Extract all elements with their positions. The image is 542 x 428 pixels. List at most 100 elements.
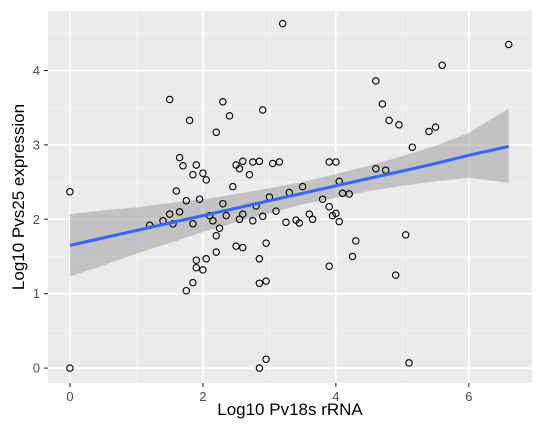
x-axis-ticks	[69, 383, 470, 387]
data-point	[235, 215, 244, 224]
x-axis-tick-labels: 0 2 4 6	[66, 389, 472, 404]
data-point	[239, 157, 247, 166]
data-point	[385, 116, 393, 125]
x-tick-label: 2	[199, 389, 206, 404]
data-point	[239, 210, 247, 218]
data-point	[179, 162, 187, 170]
data-point	[212, 128, 220, 137]
data-point	[189, 170, 197, 179]
data-point	[328, 211, 337, 220]
data-point	[431, 123, 440, 131]
data-point	[295, 219, 304, 227]
regression-line	[69, 144, 510, 247]
data-point	[255, 364, 264, 372]
data-point	[199, 266, 207, 274]
data-point	[212, 248, 220, 256]
data-point	[332, 158, 340, 166]
data-point	[189, 220, 197, 228]
data-point	[255, 255, 264, 263]
data-point	[249, 217, 257, 225]
data-points	[66, 19, 513, 372]
x-tick-label: 6	[465, 389, 472, 404]
data-point	[182, 196, 191, 205]
y-tick-label: 1	[33, 286, 40, 301]
data-point	[318, 195, 327, 203]
data-point	[325, 202, 333, 211]
data-point	[305, 210, 314, 218]
data-point	[202, 176, 210, 184]
confidence-band	[69, 108, 509, 277]
data-point	[165, 210, 174, 218]
data-point	[258, 212, 267, 221]
data-point	[245, 170, 254, 179]
data-point	[391, 271, 400, 279]
data-point	[278, 19, 287, 28]
data-point	[262, 277, 270, 285]
y-axis-ticks	[44, 69, 48, 369]
data-point	[345, 190, 353, 198]
x-tick-label: 4	[332, 389, 339, 404]
data-point	[405, 359, 413, 367]
data-point	[282, 218, 290, 227]
data-point	[378, 100, 387, 108]
data-point	[408, 143, 417, 151]
data-point	[175, 208, 184, 216]
data-point	[352, 237, 360, 245]
data-point	[262, 239, 270, 247]
data-point	[438, 61, 446, 70]
data-point	[425, 127, 433, 136]
data-point	[325, 262, 333, 270]
data-point	[232, 242, 240, 250]
y-axis-tick-labels: 0 1 2 3 4	[33, 63, 40, 376]
data-point	[66, 188, 74, 196]
data-point	[262, 355, 270, 363]
y-tick-label: 0	[33, 361, 40, 376]
data-point	[212, 231, 220, 240]
data-point	[229, 182, 237, 191]
data-point	[255, 279, 264, 288]
data-point	[66, 364, 74, 372]
data-point	[372, 77, 380, 85]
data-point	[219, 199, 227, 208]
data-point	[395, 121, 403, 129]
data-point	[335, 217, 343, 226]
data-point	[172, 187, 181, 195]
data-point	[185, 116, 194, 125]
data-point	[175, 153, 184, 162]
data-point	[504, 40, 513, 49]
data-point	[272, 207, 280, 215]
y-axis-title: Log10 Pvs25 expression	[9, 104, 28, 290]
data-point	[255, 157, 264, 166]
data-point	[275, 158, 284, 166]
data-point	[192, 263, 201, 272]
data-point	[202, 255, 210, 263]
data-point	[165, 95, 174, 104]
data-point	[219, 98, 227, 106]
x-axis-title: Log10 Pv18s rRNA	[217, 400, 363, 419]
data-point	[258, 106, 267, 114]
data-point	[239, 243, 247, 252]
data-point	[189, 278, 197, 287]
data-point	[348, 252, 357, 261]
x-tick-label: 0	[66, 389, 73, 404]
data-point	[308, 215, 317, 224]
data-point	[225, 112, 234, 120]
data-point	[182, 286, 191, 295]
data-point	[192, 256, 201, 264]
data-point	[268, 159, 277, 168]
y-tick-label: 2	[33, 212, 40, 227]
data-point	[215, 224, 224, 232]
data-point	[192, 161, 201, 169]
data-point	[372, 164, 380, 173]
y-tick-label: 3	[33, 137, 40, 152]
data-point	[401, 231, 410, 239]
data-point	[195, 195, 204, 203]
data-point	[298, 182, 307, 191]
data-point	[199, 169, 207, 177]
y-tick-label: 4	[33, 63, 40, 78]
data-point	[222, 211, 230, 220]
data-point	[235, 164, 244, 173]
data-point	[209, 217, 217, 225]
